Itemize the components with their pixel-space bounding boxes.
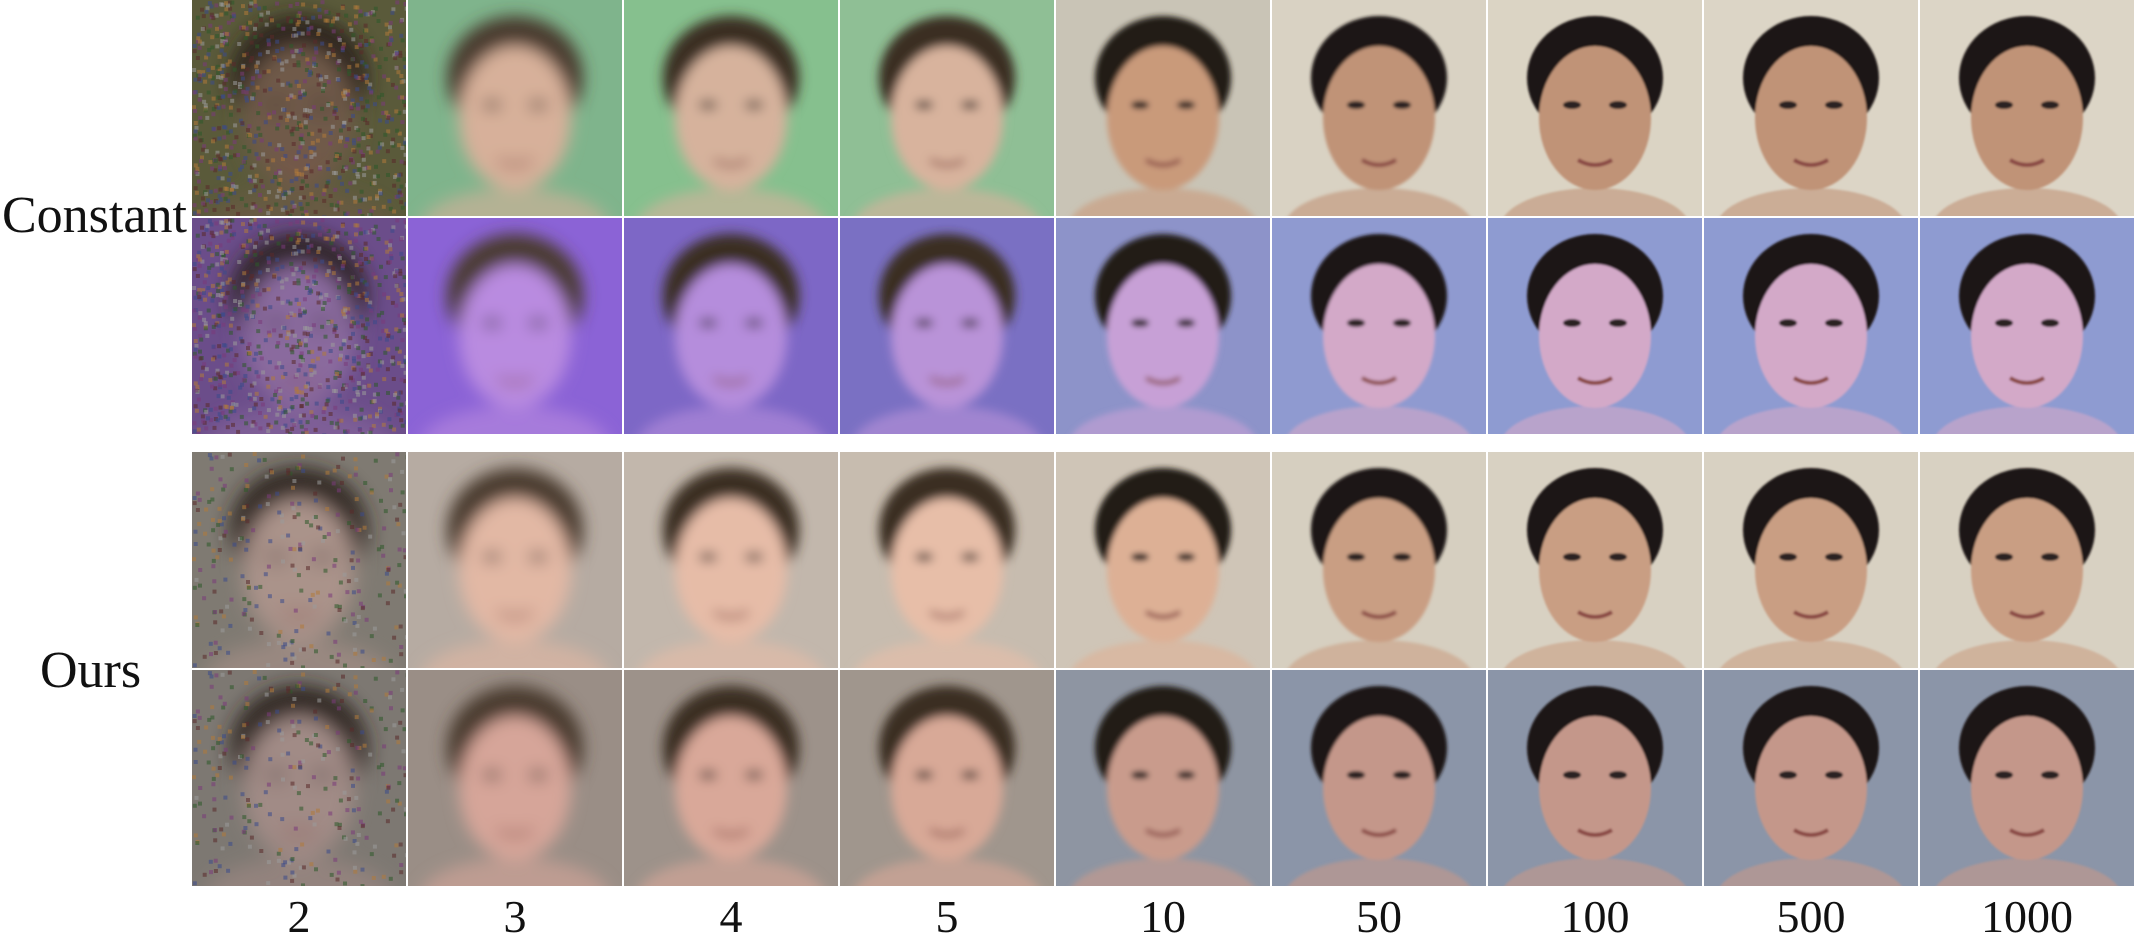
ours-bottom-face-5 [840, 670, 1054, 886]
x-label-5: 5 [935, 891, 959, 942]
constant-bottom-face-500 [1704, 218, 1918, 434]
constant-top-face-10 [1056, 0, 1270, 216]
ours-bottom-face-3 [408, 670, 622, 886]
ours-top-face-3 [408, 452, 622, 668]
constant-top-face-500 [1704, 0, 1918, 216]
x-label-2: 2 [287, 891, 311, 942]
ours-top-face-10 [1056, 452, 1270, 668]
grid-ours [192, 452, 2134, 886]
constant-bottom-face-1000 [1920, 218, 2134, 434]
constant-bottom-face-5 [840, 218, 1054, 434]
ours-bottom-face-10 [1056, 670, 1270, 886]
x-label-10: 10 [1140, 891, 1186, 942]
ours-top-face-2 [192, 452, 406, 668]
ours-bottom-face-50 [1272, 670, 1486, 886]
grid-constant [192, 0, 2134, 436]
constant-bottom-face-100 [1488, 218, 1702, 434]
constant-bottom-face-50 [1272, 218, 1486, 434]
constant-bottom-face-3 [408, 218, 622, 434]
ours-top-face-4 [624, 452, 838, 668]
x-label-1000: 1000 [1981, 891, 2073, 942]
constant-top-face-100 [1488, 0, 1702, 216]
x-label-3: 3 [503, 891, 527, 942]
x-label-100: 100 [1560, 891, 1630, 942]
ours-bottom-face-100 [1488, 670, 1702, 886]
x-axis-labels: 2 3 4 5 10 50 100 500 1000 [192, 890, 2134, 944]
ours-top-face-5 [840, 452, 1054, 668]
ours-bottom-face-4 [624, 670, 838, 886]
constant-top-face-3 [408, 0, 622, 216]
x-label-500: 500 [1776, 891, 1846, 942]
row-label-constant: Constant [2, 187, 187, 244]
constant-top-face-1000 [1920, 0, 2134, 216]
ours-top-face-100 [1488, 452, 1702, 668]
ours-bottom-face-1000 [1920, 670, 2134, 886]
constant-bottom-face-4 [624, 218, 838, 434]
x-label-50: 50 [1356, 891, 1402, 942]
ours-top-face-50 [1272, 452, 1486, 668]
ours-top-face-500 [1704, 452, 1918, 668]
constant-top-face-5 [840, 0, 1054, 216]
constant-top-face-2 [192, 0, 406, 216]
x-label-4: 4 [719, 891, 743, 942]
constant-top-face-4 [624, 0, 838, 216]
ours-top-face-1000 [1920, 452, 2134, 668]
ours-bottom-face-500 [1704, 670, 1918, 886]
row-label-ours: Ours [40, 642, 142, 699]
constant-top-face-50 [1272, 0, 1486, 216]
ours-bottom-face-2 [192, 670, 406, 886]
constant-bottom-face-10 [1056, 218, 1270, 434]
constant-bottom-face-2 [192, 218, 406, 434]
